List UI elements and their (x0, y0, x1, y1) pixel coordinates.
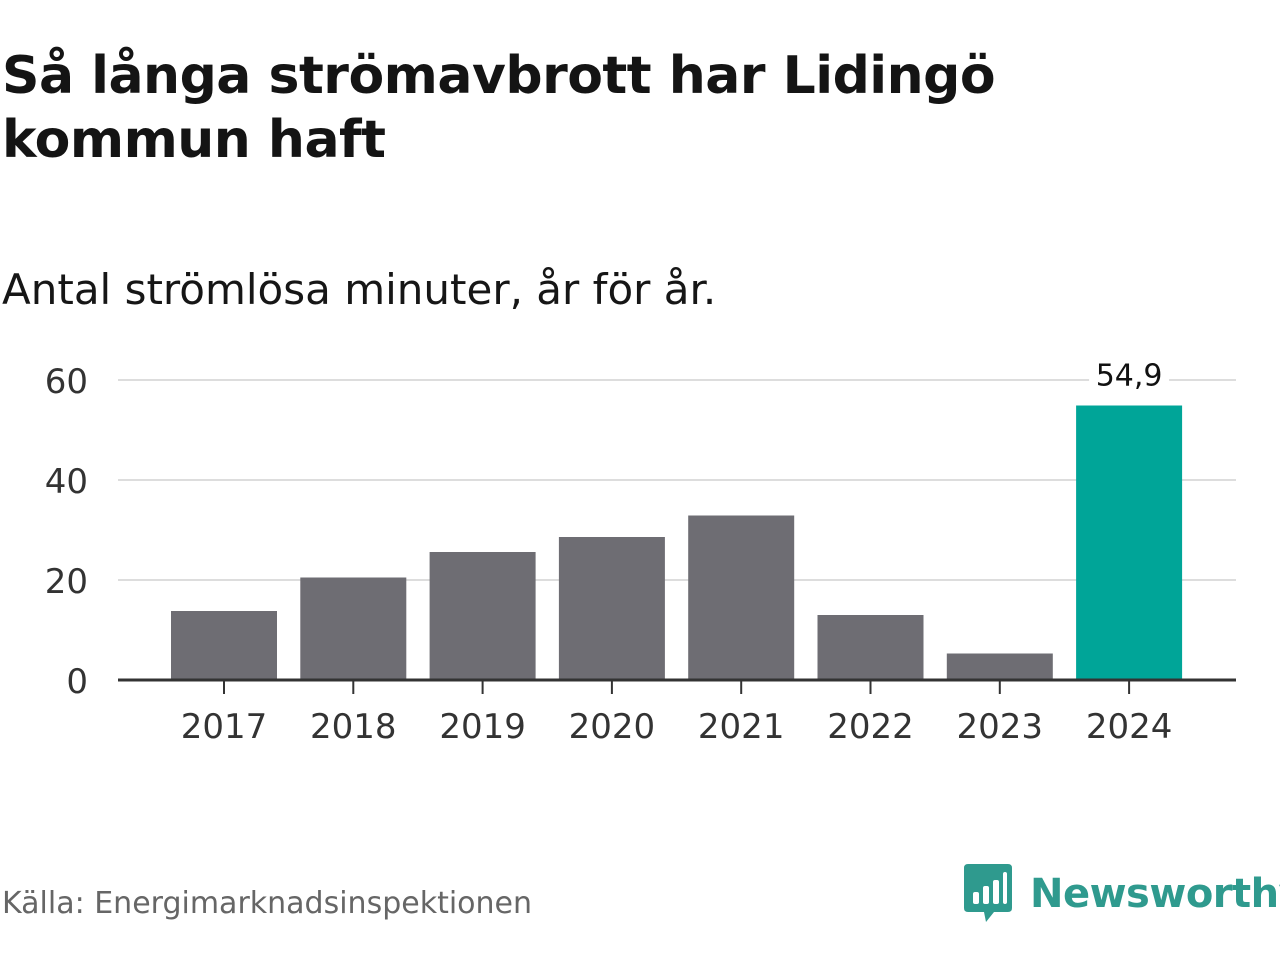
y-tick-label: 60 (45, 362, 88, 402)
bar-2020 (558, 537, 665, 680)
x-tick-label: 2018 (310, 707, 397, 747)
data-label-background (1089, 357, 1170, 394)
data-label: 54,9 (1096, 359, 1163, 394)
bar-chart: 0 20 40 60 2017 2018 2019 2020 2021 2022 2023 2024 5… (45, 357, 1236, 747)
x-tick-label: 2020 (569, 707, 656, 747)
x-tick-label: 2023 (957, 707, 1044, 747)
chart-subtitle: Antal strömlösa minuter, år för år. (2, 265, 717, 314)
bar-2019 (429, 552, 536, 680)
y-tick-label: 0 (66, 662, 88, 702)
bar-2021 (688, 515, 795, 680)
x-tick-label: 2019 (439, 707, 526, 747)
chart-title: Så långa strömavbrott har Lidingö kommun… (2, 46, 996, 170)
bar-2024 (1076, 405, 1183, 680)
newsworthy-logo-icon (964, 864, 1012, 922)
brand-logo: Newsworthy (962, 864, 1280, 924)
bar-2018 (300, 577, 407, 680)
bar-2023 (946, 653, 1053, 680)
x-tick-label: 2017 (181, 707, 268, 747)
x-tick-label: 2022 (827, 707, 914, 747)
bar-2022 (817, 615, 924, 680)
x-tick-label: 2024 (1086, 707, 1173, 747)
brand-name: Newsworthy (1030, 871, 1280, 917)
source-note: Källa: Energimarknadsinspektionen (2, 886, 533, 921)
x-tick-label: 2021 (698, 707, 785, 747)
bar-2017 (171, 611, 277, 680)
y-tick-label: 40 (45, 462, 88, 502)
y-tick-label: 20 (45, 562, 88, 602)
